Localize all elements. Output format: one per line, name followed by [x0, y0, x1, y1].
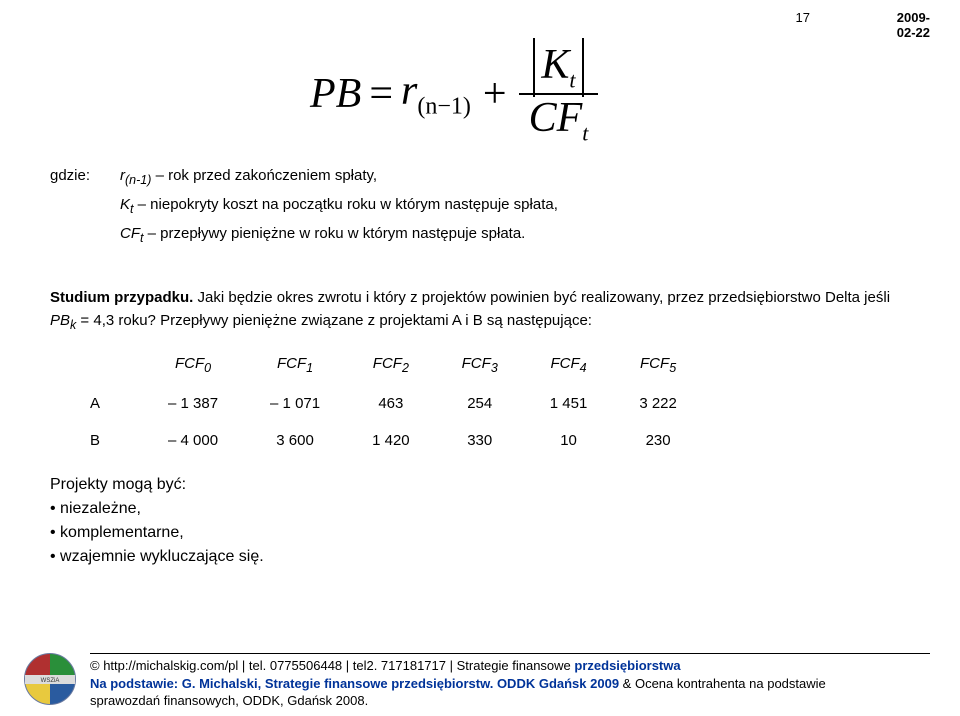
project-item: • niezależne, — [50, 497, 910, 521]
footer-l1b: przedsiębiorstwa — [574, 658, 680, 673]
studium-title: Studium przypadku. — [50, 289, 193, 306]
footer-line-2: Na podstawie: G. Michalski, Strategie fi… — [90, 675, 930, 693]
formula-K-sub: t — [569, 67, 575, 92]
def-k-desc: – niepokryty koszt na początku roku w kt… — [134, 196, 558, 213]
formula: PB = r(n−1) + Kt CFt — [310, 42, 930, 145]
def-r: r(n-1) – rok przed zakończeniem spłaty, — [120, 165, 377, 190]
def-cf-desc: – przepływy pieniężne w roku w którym na… — [143, 225, 525, 242]
cell: 3 222 — [613, 381, 703, 418]
cell: 1 420 — [346, 418, 436, 455]
cell: 330 — [436, 418, 524, 455]
formula-K: K — [541, 42, 569, 88]
table-row: B – 4 000 3 600 1 420 330 10 230 — [90, 418, 703, 455]
formula-r-letter: r — [401, 68, 417, 114]
cell: – 1 071 — [244, 381, 346, 418]
footer: WSZiA © http://michalskig.com/pl | tel. … — [0, 645, 960, 716]
footer-l2a: Na podstawie: G. Michalski, Strategie fi… — [90, 676, 623, 691]
cell: 10 — [524, 418, 614, 455]
def-r-desc: – rok przed zakończeniem spłaty, — [151, 167, 377, 184]
th-3: FCF3 — [436, 349, 524, 381]
footer-l2b: & Ocena kontrahenta na podstawie — [623, 676, 826, 691]
formula-abs: Kt — [533, 42, 583, 93]
formula-plus: + — [483, 70, 507, 118]
logo-icon: WSZiA — [22, 651, 78, 707]
cell: 230 — [613, 418, 703, 455]
page-date: 2009-02-22 — [897, 10, 930, 40]
studium-text-b: = 4,3 roku? Przepływy pieniężne związane… — [76, 312, 592, 329]
formula-r: r(n−1) — [401, 67, 471, 120]
formula-CF: CF — [529, 95, 583, 141]
th-4: FCF4 — [524, 349, 614, 381]
gdzie-label: gdzie: — [50, 165, 120, 190]
cell: 463 — [346, 381, 436, 418]
studium-pbk: PBk — [50, 312, 76, 329]
project-item-text: wzajemnie wykluczające się. — [60, 548, 264, 565]
project-item: • komplementarne, — [50, 521, 910, 545]
cell: 3 600 — [244, 418, 346, 455]
projects-block: Projekty mogą być: • niezależne, • kompl… — [50, 473, 910, 569]
project-item: • wzajemnie wykluczające się. — [50, 545, 910, 569]
page-number: 17 — [796, 10, 810, 25]
def-cf: CFt – przepływy pieniężne w roku w który… — [50, 223, 930, 248]
def-r-sub: (n-1) — [125, 173, 151, 187]
studium: Studium przypadku. Jaki będzie okres zwr… — [50, 287, 910, 334]
cell: 254 — [436, 381, 524, 418]
studium-text-a: Jaki będzie okres zwrotu i który z proje… — [193, 289, 890, 306]
projects-lead: Projekty mogą być: — [50, 473, 910, 497]
row-a-label: A — [90, 381, 142, 418]
row-b-label: B — [90, 418, 142, 455]
cell: – 4 000 — [142, 418, 244, 455]
th-1: FCF1 — [244, 349, 346, 381]
studium-pbk-var: PB — [50, 312, 70, 329]
formula-eq: = — [369, 70, 393, 118]
def-cf-var: CF — [120, 225, 140, 242]
formula-lhs: PB — [310, 70, 361, 118]
project-item-text: komplementarne, — [60, 524, 184, 541]
footer-line-3: sprawozdań finansowych, ODDK, Gdańsk 200… — [90, 692, 930, 710]
cell: – 1 387 — [142, 381, 244, 418]
def-k: Kt – niepokryty koszt na początku roku w… — [50, 194, 930, 219]
th-5: FCF5 — [613, 349, 703, 381]
definitions: gdzie: r(n-1) – rok przed zakończeniem s… — [50, 165, 930, 247]
footer-l1a: © http://michalskig.com/pl | tel. 077550… — [90, 658, 574, 673]
svg-text:WSZiA: WSZiA — [41, 678, 60, 684]
project-item-text: niezależne, — [60, 500, 141, 517]
table-row: A – 1 387 – 1 071 463 254 1 451 3 222 — [90, 381, 703, 418]
footer-line-1: © http://michalskig.com/pl | tel. 077550… — [90, 657, 930, 675]
formula-r-sub: (n−1) — [417, 93, 471, 119]
formula-fraction: Kt CFt — [519, 42, 599, 145]
cell: 1 451 — [524, 381, 614, 418]
th-0: FCF0 — [142, 349, 244, 381]
def-k-var: K — [120, 196, 130, 213]
formula-CF-sub: t — [582, 120, 588, 145]
th-2: FCF2 — [346, 349, 436, 381]
cashflow-table: FCF0 FCF1 FCF2 FCF3 FCF4 FCF5 A – 1 387 … — [90, 349, 703, 455]
